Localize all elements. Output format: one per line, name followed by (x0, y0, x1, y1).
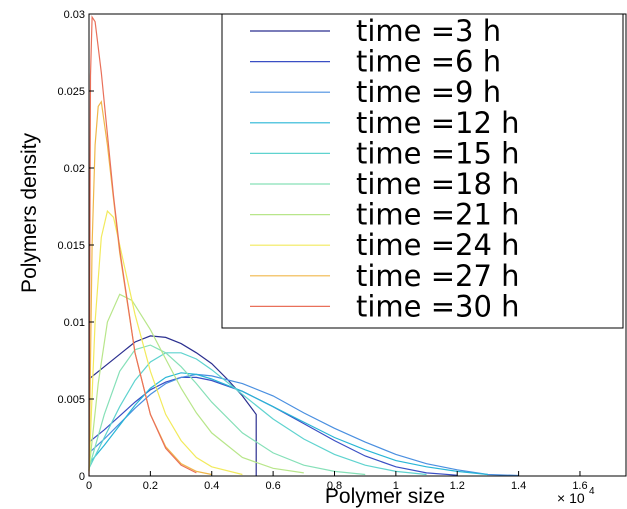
legend-label-6: time =18 h (356, 167, 520, 201)
series-line-9 (88, 100, 212, 476)
y-tick-label-5: 0.025 (57, 86, 85, 98)
series-line-6 (88, 344, 366, 476)
series-line-7 (88, 293, 304, 474)
series-line-5 (88, 352, 427, 476)
y-tick-label-0: 0 (79, 471, 85, 483)
y-tick-label-4: 0.02 (64, 163, 85, 175)
x-tick-label-1: 0.2 (143, 480, 158, 492)
x-tick-label-0: 0 (86, 480, 92, 492)
legend-label-4: time =12 h (356, 106, 520, 140)
series-lines (88, 15, 519, 477)
x-axis-multiplier: × 10 (557, 490, 585, 506)
legend-label-1: time =3 h (356, 14, 501, 48)
x-axis-ticks: 0 0.2 0.4 0.6 0.8 1 1.2 1.4 1.6 (86, 471, 588, 492)
y-tick-label-1: 0.005 (57, 394, 85, 406)
legend-label-3: time =9 h (356, 75, 501, 109)
x-tick-label-3: 0.6 (265, 480, 280, 492)
series-line-10 (88, 15, 197, 477)
x-axis-multiplier-exponent: 4 (589, 486, 595, 497)
y-tick-label-6: 0.03 (64, 9, 85, 21)
x-tick-label-2: 0.4 (204, 480, 219, 492)
series-line-8 (88, 209, 243, 476)
x-tick-label-4: 0.8 (327, 480, 342, 492)
series-line-1 (88, 335, 257, 476)
x-tick-label-8: 1.6 (572, 480, 587, 492)
series-line-2 (88, 376, 458, 476)
legend-label-7: time =21 h (356, 198, 520, 232)
x-tick-label-6: 1.2 (450, 480, 465, 492)
y-axis-label: Polymers density (18, 133, 41, 293)
y-axis-ticks: 0 0.005 0.01 0.015 0.02 0.025 0.03 (57, 9, 94, 483)
y-tick-label-2: 0.01 (64, 317, 85, 329)
x-tick-label-7: 1.4 (511, 480, 526, 492)
series-line-3 (88, 373, 519, 477)
series-line-4 (88, 372, 488, 476)
legend-label-9: time =27 h (356, 259, 520, 293)
legend-label-8: time =24 h (356, 228, 520, 262)
legend-label-10: time =30 h (356, 289, 520, 323)
y-tick-label-3: 0.015 (57, 240, 85, 252)
x-axis-label: Polymer size (325, 485, 445, 508)
legend-label-5: time =15 h (356, 136, 520, 170)
x-tick-label-5: 1 (393, 480, 399, 492)
legend-label-2: time =6 h (356, 45, 501, 79)
